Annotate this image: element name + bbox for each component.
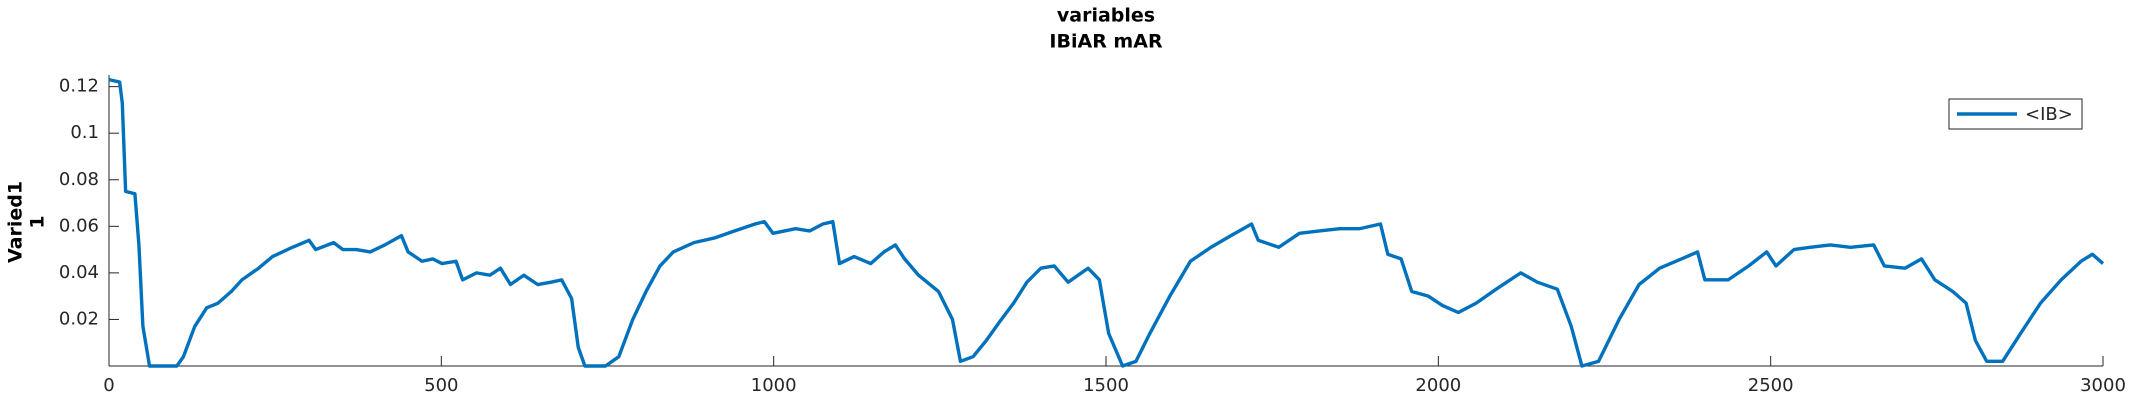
x-tick-label: 500 bbox=[424, 375, 458, 396]
x-tick-label: 0 bbox=[103, 375, 114, 396]
y-tick-label: 0.02 bbox=[59, 308, 99, 329]
legend-label: <IB> bbox=[2025, 104, 2073, 125]
x-tick-label: 2000 bbox=[1415, 375, 1461, 396]
x-tick-label: 3000 bbox=[2080, 375, 2126, 396]
y-tick-label: 0.12 bbox=[59, 76, 99, 97]
chart-title: variables bbox=[1057, 5, 1155, 27]
y-tick-label: 0.08 bbox=[59, 169, 99, 190]
y-tick-label: 0.06 bbox=[59, 215, 99, 236]
chart-subtitle: IBiAR mAR bbox=[1049, 31, 1163, 53]
y-tick-label: 0.1 bbox=[70, 122, 99, 143]
x-tick-label: 2500 bbox=[1748, 375, 1794, 396]
x-tick-label: 1000 bbox=[751, 375, 797, 396]
y-tick-label: 0.04 bbox=[59, 262, 99, 283]
x-tick-label: 1500 bbox=[1083, 375, 1129, 396]
y-axis-label: Varied1 bbox=[5, 181, 27, 263]
data-line bbox=[108, 77, 2105, 368]
y-axis-label: 1 bbox=[27, 215, 49, 228]
